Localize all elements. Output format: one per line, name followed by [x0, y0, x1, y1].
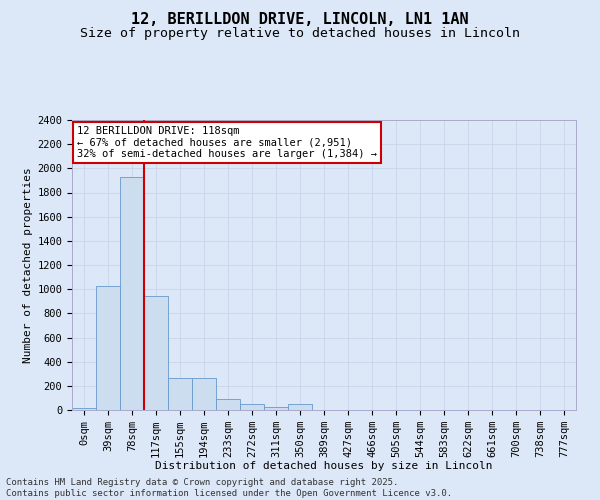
Bar: [168, 378, 192, 410]
Bar: [240, 404, 264, 410]
Bar: [144, 296, 168, 410]
Text: 12 BERILLDON DRIVE: 118sqm
← 67% of detached houses are smaller (2,951)
32% of s: 12 BERILLDON DRIVE: 118sqm ← 67% of deta…: [77, 126, 377, 159]
Bar: [216, 398, 240, 410]
X-axis label: Distribution of detached houses by size in Lincoln: Distribution of detached houses by size …: [155, 462, 493, 471]
Text: Size of property relative to detached houses in Lincoln: Size of property relative to detached ho…: [80, 28, 520, 40]
Text: 12, BERILLDON DRIVE, LINCOLN, LN1 1AN: 12, BERILLDON DRIVE, LINCOLN, LN1 1AN: [131, 12, 469, 28]
Text: Contains HM Land Registry data © Crown copyright and database right 2025.
Contai: Contains HM Land Registry data © Crown c…: [6, 478, 452, 498]
Bar: [96, 286, 120, 410]
Bar: [288, 404, 312, 410]
Bar: [192, 378, 216, 410]
Bar: [72, 408, 96, 410]
Bar: [264, 407, 288, 410]
Bar: [120, 178, 144, 410]
Y-axis label: Number of detached properties: Number of detached properties: [23, 167, 33, 363]
